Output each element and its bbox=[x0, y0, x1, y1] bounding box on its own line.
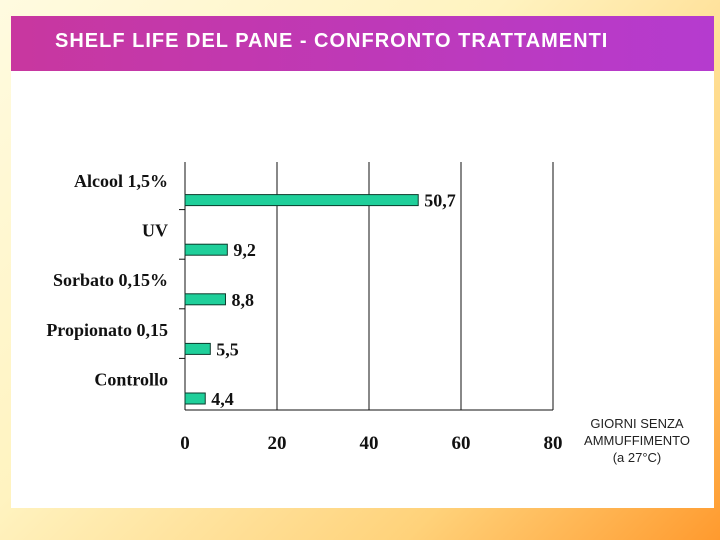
category-label: Alcool 1,5% bbox=[74, 171, 168, 191]
title-bar: SHELF LIFE DEL PANE - CONFRONTO TRATTAME… bbox=[11, 16, 714, 71]
bar-1 bbox=[184, 243, 228, 256]
x-tick-label: 60 bbox=[452, 433, 471, 454]
category-label: Controllo bbox=[94, 369, 168, 389]
x-tick-label: 40 bbox=[360, 433, 379, 454]
slide-panel bbox=[11, 16, 714, 508]
bars bbox=[184, 194, 419, 405]
slide-title: SHELF LIFE DEL PANE - CONFRONTO TRATTAME… bbox=[55, 30, 609, 52]
value-label: 8,8 bbox=[231, 290, 254, 310]
value-label: 5,5 bbox=[216, 339, 239, 359]
bar-2 bbox=[184, 293, 226, 306]
value-label: 9,2 bbox=[233, 240, 256, 260]
x-tick-label: 80 bbox=[544, 433, 563, 454]
x-tick-label: 0 bbox=[180, 433, 190, 454]
bar-3 bbox=[184, 342, 211, 355]
category-label: UV bbox=[142, 221, 168, 241]
x-tick-label: 20 bbox=[268, 433, 287, 454]
bar-0 bbox=[184, 194, 419, 207]
category-label: Propionato 0,15 bbox=[46, 320, 168, 340]
value-label: 4,4 bbox=[211, 389, 234, 409]
x-axis-title: GIORNI SENZA AMMUFFIMENTO (a 27°C) bbox=[584, 416, 690, 465]
labels: 0 20 40 60 80 50,7 Alcool 1,5% 9,2 UV 8,8 Sorbato … bbox=[46, 171, 690, 465]
category-label: Sorbato 0,15% bbox=[53, 270, 168, 290]
value-label: 50,7 bbox=[424, 191, 456, 211]
bar-4 bbox=[184, 392, 206, 405]
